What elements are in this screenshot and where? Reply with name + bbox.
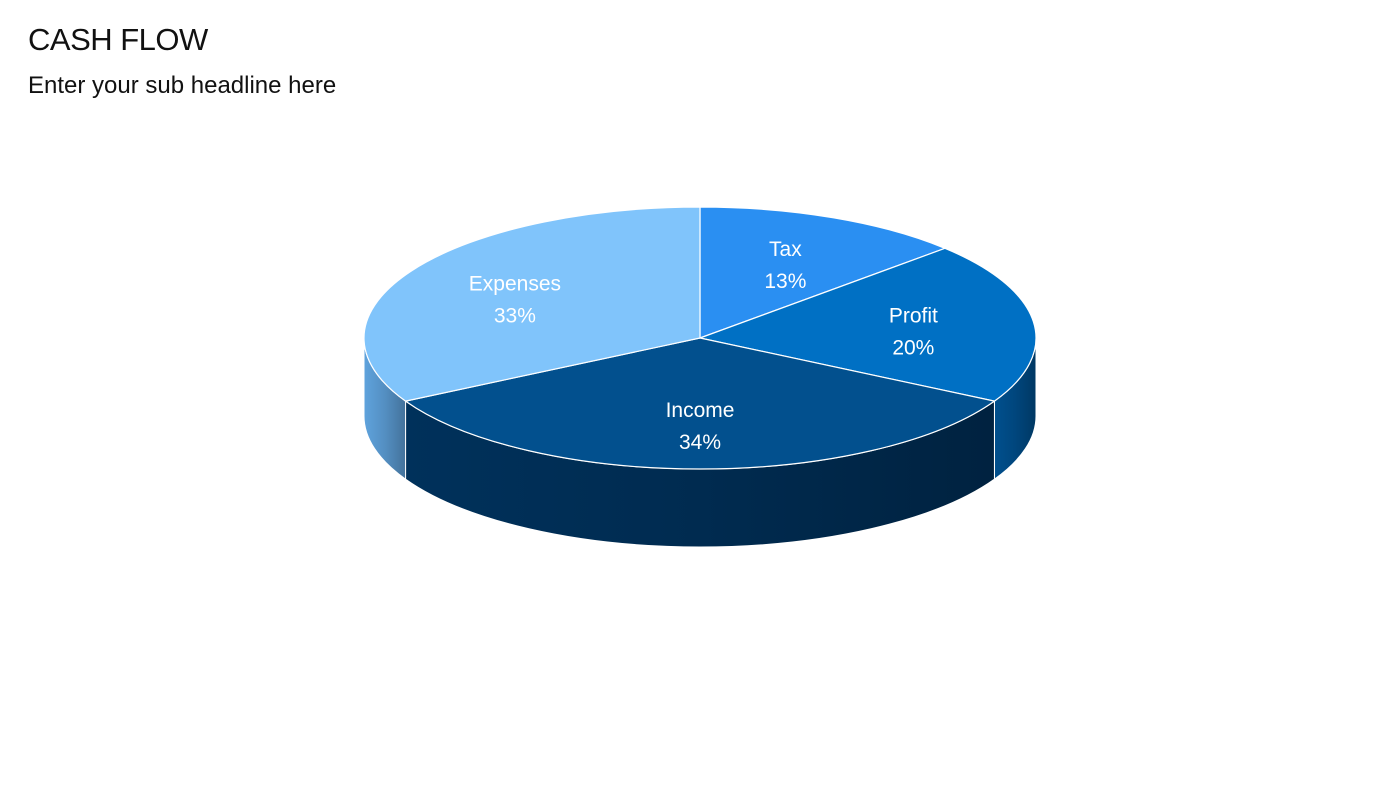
pie-label-name-expenses: Expenses <box>469 272 561 295</box>
pie-label-value-profit: 20% <box>892 336 934 359</box>
pie-label-name-income: Income <box>666 399 735 422</box>
slide-subtitle: Enter your sub headline here <box>28 72 337 99</box>
pie-slice-tax <box>699 206 946 339</box>
pie-slice-profit <box>699 247 1037 402</box>
pie-label-name-profit: Profit <box>889 304 938 327</box>
pie-label-name-tax: Tax <box>769 238 802 261</box>
pie-data-labels: Tax 13% Profit 20% Income 34% Expenses 33% <box>469 238 938 454</box>
slide-title: CASH FLOW <box>28 22 208 57</box>
pie-label-value-tax: 13% <box>764 270 806 293</box>
pie-slice-expenses <box>363 206 701 402</box>
pie-slice-income <box>404 337 996 470</box>
pie-label-value-expenses: 33% <box>494 304 536 327</box>
pie-top-slices <box>363 206 1037 470</box>
pie-side-walls <box>363 337 1037 548</box>
pie-label-value-income: 34% <box>679 431 721 454</box>
